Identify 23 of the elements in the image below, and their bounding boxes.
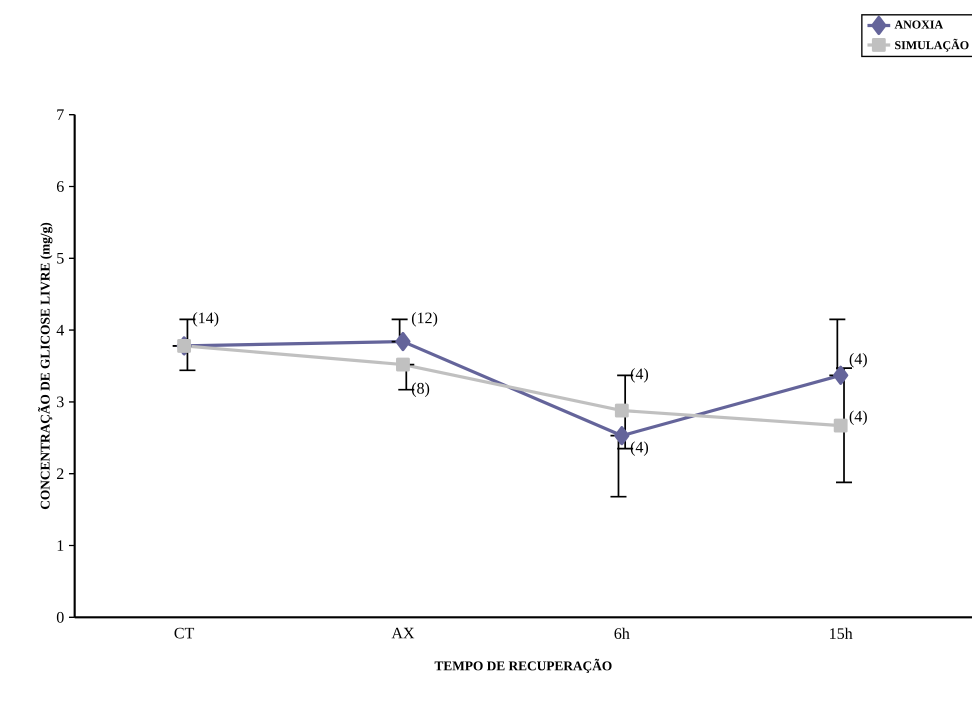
annotation: (4) — [850, 410, 867, 426]
annotation: (4) — [630, 368, 648, 383]
y-tick-label: 4 — [56, 324, 64, 336]
legend-label: SIMULAÇÃO — [895, 38, 969, 52]
annotation: (14) — [193, 312, 218, 327]
y-tick-label: 6 — [56, 181, 64, 192]
x-axis-title: TEMPO DE RECUPERAÇÃO — [434, 658, 612, 674]
y-tick-label: 7 — [57, 110, 64, 120]
x-tick-label: CT — [174, 628, 194, 639]
annotation: (4) — [850, 353, 867, 368]
legend-label: ANOXIA — [894, 20, 944, 29]
x-tick-label: 6h — [614, 628, 630, 640]
annotation: (4) — [630, 441, 648, 456]
x-tick-label: AX — [392, 628, 414, 638]
y-tick-label: 3 — [57, 396, 64, 408]
annotation: (8) — [412, 382, 430, 398]
y-tick-label: 0 — [56, 612, 64, 623]
y-tick-label: 5 — [57, 253, 64, 264]
y-tick-label: 1 — [58, 540, 64, 551]
y-axis-title: CONCENTRAÇÃO DE GLICOSE LIVRE (mg/g) — [38, 223, 52, 510]
x-tick-label: 15h — [830, 628, 852, 640]
annotation: (12) — [412, 312, 438, 327]
y-tick-label: 2 — [56, 468, 64, 480]
